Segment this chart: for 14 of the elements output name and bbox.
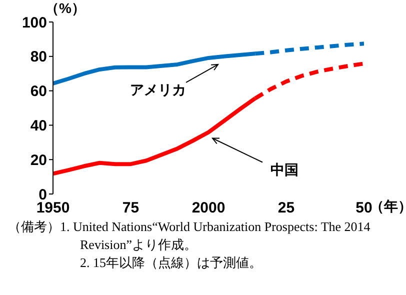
text: （備考）1. United Nations“World Urbanization Prospects: The 2014 Revision”より作成。 <box>7 218 372 254</box>
y-tick-label: 20 <box>30 152 47 169</box>
y-tick-label: 40 <box>30 118 47 135</box>
text: 2. 15年以降（点線）は予測値。 <box>79 254 263 272</box>
series-label: アメリカ <box>130 81 186 98</box>
text: 中国 <box>270 161 298 178</box>
y-tick-label: 100 <box>22 14 47 32</box>
x-tick-label: 2000 <box>192 200 226 217</box>
x-tick-label: 75 <box>122 200 140 217</box>
y-tick-label: 60 <box>30 83 47 100</box>
x-tick-label: 25 <box>278 200 295 217</box>
y-tick-label: 80 <box>30 48 47 66</box>
x-tick-label: 50 <box>356 200 372 217</box>
y-axis-title: （%） <box>45 0 86 17</box>
